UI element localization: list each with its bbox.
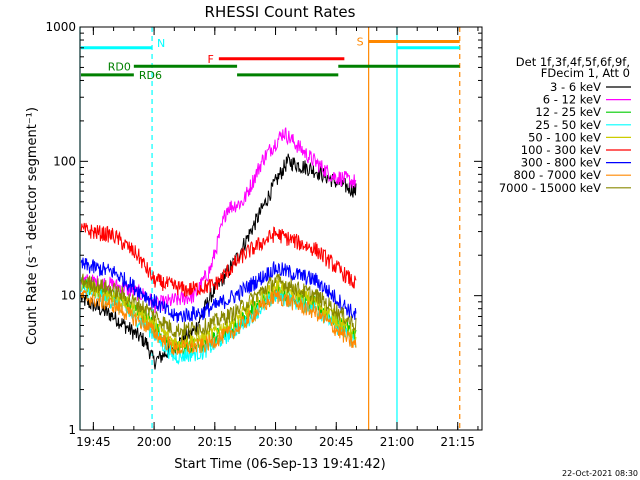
axes-layer: 19:45 20:00 20:15 20:30 20:45 21:00 21:15 1 10 10… [45,20,483,449]
y-axis-label: Count Rate (s⁻¹ detector segment⁻¹) [25,107,40,345]
y-tick-label: 1 [68,423,76,437]
series-line [80,288,357,356]
series-line [80,222,357,298]
series-line [80,257,357,323]
legend-header-line: Det 1f,3f,4f,5f,6f,9f, [516,55,630,69]
chart-title: RHESSI Count Rates [205,3,356,21]
legend-entry-label: 300 - 800 keV [521,156,601,170]
legend-entry-label: 7000 - 15000 keV [499,181,601,195]
x-axis-label: Start Time (06-Sep-13 19:41:42) [174,457,385,472]
series-line [80,273,357,338]
x-tick-label: 19:45 [76,435,111,449]
flag-label: S [357,35,364,48]
y-tick-label: 100 [53,154,76,168]
x-tick-label: 20:15 [198,435,233,449]
legend-entry-label: 3 - 6 keV [550,80,601,94]
series-line [80,278,357,350]
flag-label: F [208,53,214,66]
flag-label: N [157,37,165,50]
legend-header-line: FDecim 1, Att 0 [541,66,630,80]
legend-entry-label: 50 - 100 keV [528,130,601,144]
legend-entry-label: 12 - 25 keV [535,105,601,119]
flag-label: RD0 [108,60,131,73]
legend-entry-label: 25 - 50 keV [535,118,601,132]
x-tick-label: 21:00 [380,435,415,449]
x-tick-label: 20:45 [319,435,354,449]
legend-entry-label: 800 - 7000 keV [513,168,601,182]
x-tick-label: 20:00 [137,435,172,449]
y-tick-label: 1000 [45,20,76,34]
flag-label: RD6 [139,69,162,82]
data-layer: N F S RD0 RD6 [79,27,461,430]
legend: Det 1f,3f,4f,5f,6f,9f, FDecim 1, Att 0 3… [499,55,631,195]
legend-entry-label: 100 - 300 keV [521,143,601,157]
x-tick-label: 20:30 [258,435,293,449]
plot-frame [79,26,483,431]
footer-timestamp: 22-Oct-2021 08:30 [562,469,638,478]
y-tick-label: 10 [61,289,76,303]
x-tick-label: 21:15 [440,435,475,449]
legend-entry-label: 6 - 12 keV [543,93,601,107]
